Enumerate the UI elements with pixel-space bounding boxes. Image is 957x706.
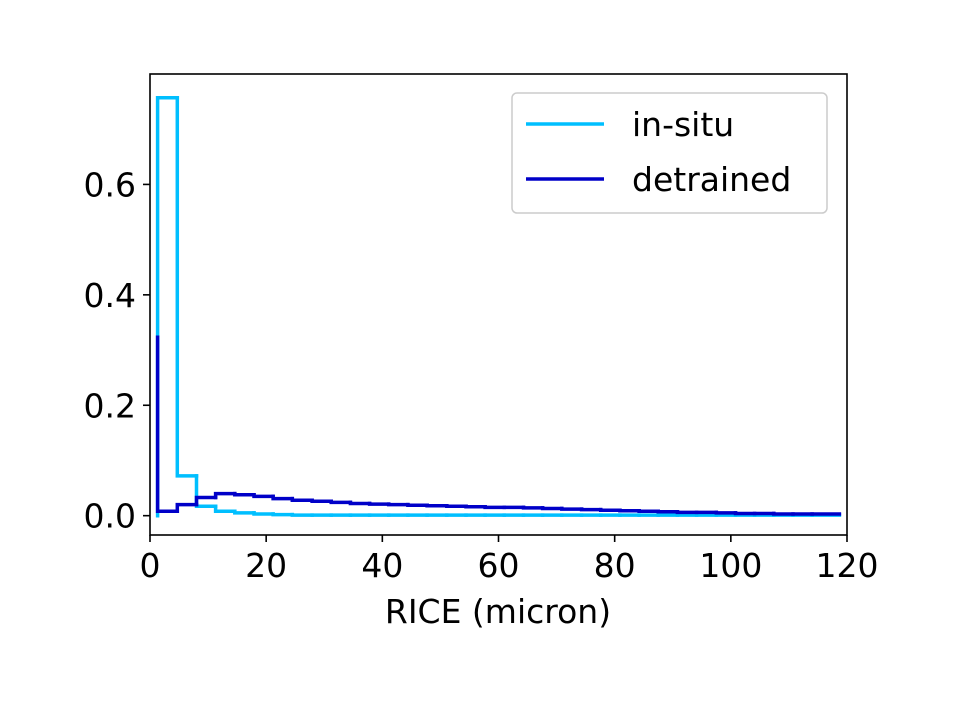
bin-step-in-situ <box>252 511 275 516</box>
bin-step-detrained <box>714 510 738 515</box>
x-tick-label: 100 <box>699 546 762 585</box>
bin-step-detrained <box>155 335 180 514</box>
bin-step-detrained <box>213 491 237 500</box>
x-axis-label: RICE (micron) <box>385 592 611 631</box>
bin-step-detrained <box>175 502 199 514</box>
bin-step-detrained <box>772 511 795 516</box>
series-detrained <box>155 335 842 516</box>
x-tick-label: 120 <box>816 546 879 585</box>
bin-step-detrained <box>637 508 660 514</box>
x-axis-ticks: 0 20 40 60 80 100 120 <box>140 535 879 585</box>
y-tick-label: 0.4 <box>84 276 136 315</box>
legend: in-situ detrained <box>511 92 828 214</box>
bin-step-in-situ <box>213 504 237 514</box>
bin-step-in-situ <box>290 512 314 517</box>
legend-label-in-situ: in-situ <box>632 105 734 144</box>
bin-step-detrained <box>598 507 622 512</box>
bin-step-detrained <box>425 503 449 508</box>
bin-step-detrained <box>618 508 641 513</box>
y-tick-label: 0.0 <box>84 497 136 536</box>
bin-step-detrained <box>445 503 468 509</box>
bin-step-detrained <box>464 504 487 509</box>
bin-step-detrained <box>386 502 410 507</box>
x-tick-label: 60 <box>478 546 520 585</box>
bin-step-detrained <box>271 494 295 501</box>
y-tick-label: 0.6 <box>84 165 136 204</box>
bin-step-detrained <box>329 499 353 505</box>
bin-step-detrained <box>579 507 603 512</box>
bin-step-detrained <box>656 509 680 514</box>
x-tick-label: 20 <box>245 546 287 585</box>
bin-step-detrained <box>233 491 256 497</box>
bin-step-detrained <box>406 502 429 507</box>
bin-step-detrained <box>194 495 218 507</box>
bin-step-detrained <box>348 500 372 506</box>
x-tick-label: 0 <box>140 546 161 585</box>
bin-step-in-situ <box>175 95 199 478</box>
x-tick-label: 40 <box>361 546 403 585</box>
bin-step-detrained <box>560 506 584 511</box>
x-tick-label: 80 <box>594 546 636 585</box>
bin-step-detrained <box>540 506 564 511</box>
bin-step-in-situ <box>233 509 256 515</box>
bin-step-detrained <box>521 505 545 510</box>
bin-step-detrained <box>367 501 391 506</box>
bin-step-in-situ <box>271 512 295 517</box>
bin-step-detrained <box>733 511 757 516</box>
bin-step-detrained <box>310 498 333 504</box>
bin-step-detrained <box>252 492 275 499</box>
y-tick-label: 0.2 <box>84 386 136 425</box>
bin-step-detrained <box>675 510 699 515</box>
y-axis-ticks: 0.0 0.2 0.4 0.6 <box>84 165 150 536</box>
legend-label-detrained: detrained <box>632 160 791 199</box>
series-layer <box>155 95 842 518</box>
bin-step-detrained <box>483 505 507 510</box>
bin-step-detrained <box>290 496 314 502</box>
